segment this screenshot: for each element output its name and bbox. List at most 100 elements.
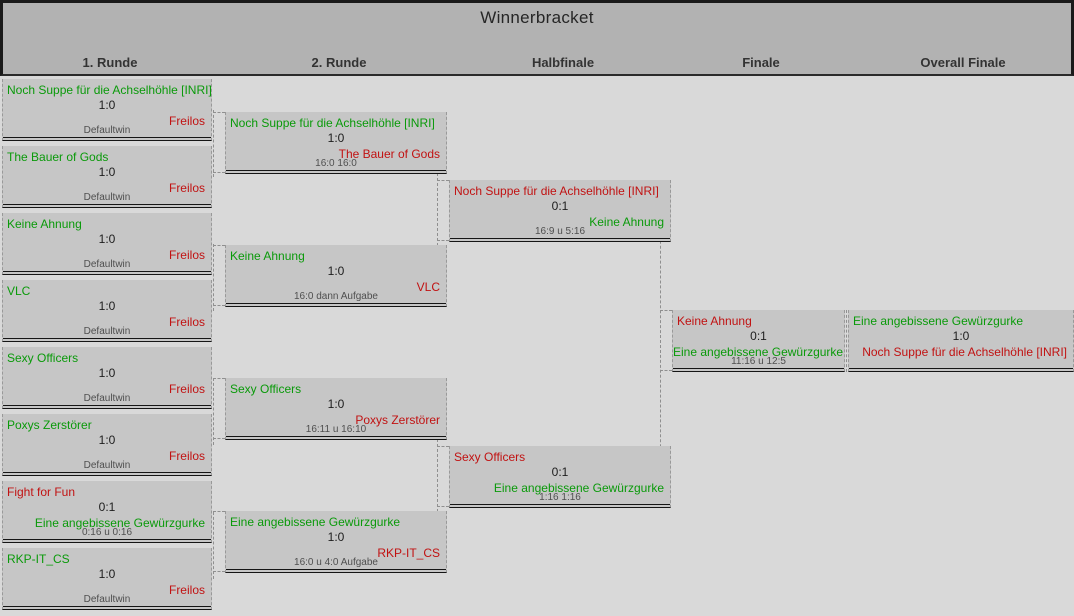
team-name[interactable]: Eine angebissene Gewürzgurke bbox=[673, 345, 844, 359]
team-name[interactable]: VLC bbox=[7, 284, 31, 298]
team-name[interactable]: Poxys Zerstörer bbox=[355, 413, 440, 427]
match-box: Noch Suppe für die Achselhöhle [INRI] 0:1… bbox=[449, 180, 671, 242]
connector-line bbox=[213, 305, 225, 306]
connector-line bbox=[437, 180, 449, 181]
team-name[interactable]: Keine Ahnung bbox=[7, 217, 82, 231]
connector-line bbox=[660, 310, 672, 311]
team-name[interactable]: Fight for Fun bbox=[7, 485, 76, 499]
match-score: 1:0 bbox=[952, 329, 970, 343]
match-score: 1:0 bbox=[98, 165, 116, 179]
connector-line bbox=[213, 571, 225, 572]
match-box: Noch Suppe für die Achselhöhle [INRI] 1:0… bbox=[2, 79, 212, 141]
team-name[interactable]: Noch Suppe für die Achselhöhle [INRI] bbox=[7, 83, 211, 97]
team-name[interactable]: Freilos bbox=[168, 114, 205, 128]
team-name[interactable]: The Bauer of Gods bbox=[338, 147, 440, 161]
connector-line bbox=[213, 378, 214, 445]
connector-line bbox=[437, 446, 449, 447]
team-name[interactable]: Poxys Zerstörer bbox=[7, 418, 92, 432]
team-name[interactable]: Noch Suppe für die Achselhöhle [INRI] bbox=[230, 116, 435, 130]
match-score: 1:0 bbox=[327, 397, 345, 411]
match-box: Poxys Zerstörer 1:0 Freilos Defaultwin bbox=[2, 414, 212, 476]
team-name[interactable]: Keine Ahnung bbox=[589, 215, 664, 229]
match-note: 11:16 u 12:5 bbox=[673, 355, 844, 369]
connector-line bbox=[213, 110, 214, 177]
column-header: Overall Finale bbox=[920, 55, 1006, 70]
team-name[interactable]: Noch Suppe für die Achselhöhle [INRI] bbox=[454, 184, 659, 198]
match-box: VLC 1:0 Freilos Defaultwin bbox=[2, 280, 212, 342]
team-name[interactable]: Eine angebissene Gewürzgurke bbox=[853, 314, 1024, 328]
bracket-header: Winnerbracket 1. Runde 2. Runde Halbfinale… bbox=[0, 0, 1074, 76]
match-score: 0:1 bbox=[551, 465, 569, 479]
team-name[interactable]: VLC bbox=[416, 280, 440, 294]
team-name[interactable]: Sexy Officers bbox=[7, 351, 79, 365]
team-name[interactable]: Eine angebissene Gewürzgurke bbox=[34, 516, 205, 530]
connector-line bbox=[213, 378, 225, 379]
match-note: Defaultwin bbox=[3, 593, 211, 607]
match-score: 1:0 bbox=[327, 530, 345, 544]
match-note: Defaultwin bbox=[3, 124, 211, 138]
match-note: 16:0 dann Aufgabe bbox=[226, 290, 446, 304]
team-name[interactable]: Sexy Officers bbox=[454, 450, 526, 464]
team-name[interactable]: The Bauer of Gods bbox=[7, 150, 109, 164]
match-note: 1:16 1:16 bbox=[450, 491, 670, 505]
connector-line bbox=[213, 512, 214, 579]
connector-line bbox=[213, 244, 214, 311]
match-score: 0:1 bbox=[98, 500, 116, 514]
team-name[interactable]: Freilos bbox=[168, 449, 205, 463]
connector-line bbox=[437, 240, 449, 241]
connector-line bbox=[437, 409, 438, 542]
match-box: Fight for Fun 0:1 Eine angebissene Gewürzg… bbox=[2, 481, 212, 543]
match-score: 1:0 bbox=[98, 366, 116, 380]
match-box: Eine angebissene Gewürzgurke 1:0 Noch Supp… bbox=[848, 310, 1074, 372]
team-name[interactable]: Freilos bbox=[168, 315, 205, 329]
match-box: The Bauer of Gods 1:0 Freilos Defaultwin bbox=[2, 146, 212, 208]
match-score: 1:0 bbox=[98, 567, 116, 581]
match-box: Keine Ahnung 0:1 Eine angebissene Gewürzgu… bbox=[672, 310, 845, 372]
match-note: 16:11 u 16:10 bbox=[226, 423, 446, 437]
connector-line bbox=[660, 370, 672, 371]
column-header: Halbfinale bbox=[531, 55, 595, 70]
connector-line bbox=[846, 310, 847, 372]
team-name[interactable]: Freilos bbox=[168, 583, 205, 597]
column-header: 1. Runde bbox=[82, 55, 138, 70]
team-name[interactable]: Freilos bbox=[168, 382, 205, 396]
match-note: Defaultwin bbox=[3, 191, 211, 205]
match-score: 1:0 bbox=[327, 131, 345, 145]
match-score: 0:1 bbox=[750, 329, 767, 343]
match-note: Defaultwin bbox=[3, 392, 211, 406]
column-header: Finale bbox=[742, 55, 780, 70]
connector-line bbox=[213, 172, 225, 173]
connector-line bbox=[437, 143, 438, 276]
match-score: 1:0 bbox=[327, 264, 345, 278]
match-note: 16:0 16:0 bbox=[226, 157, 446, 171]
match-box: Keine Ahnung 1:0 Freilos Defaultwin bbox=[2, 213, 212, 275]
team-name[interactable]: Eine angebissene Gewürzgurke bbox=[493, 481, 664, 495]
team-name[interactable]: Freilos bbox=[168, 248, 205, 262]
team-name[interactable]: Noch Suppe für die Achselhöhle [INRI] bbox=[862, 345, 1067, 359]
match-score: 1:0 bbox=[98, 232, 116, 246]
team-name[interactable]: Eine angebissene Gewürzgurke bbox=[230, 515, 401, 529]
match-note: 16:9 u 5:16 bbox=[450, 225, 670, 239]
match-score: 1:0 bbox=[98, 433, 116, 447]
match-note: Defaultwin bbox=[3, 459, 211, 473]
match-note: 16:0 u 4:0 Aufgabe bbox=[226, 556, 446, 570]
connector-line bbox=[213, 511, 225, 512]
match-note: Defaultwin bbox=[3, 258, 211, 272]
connector-line bbox=[437, 506, 449, 507]
team-name[interactable]: RKP-IT_CS bbox=[7, 552, 70, 566]
team-name[interactable]: Freilos bbox=[168, 181, 205, 195]
team-name[interactable]: RKP-IT_CS bbox=[377, 546, 440, 560]
connector-line bbox=[213, 112, 225, 113]
match-box: Sexy Officers 1:0 Poxys Zerstörer 16:11 u 1… bbox=[225, 378, 447, 440]
team-name[interactable]: Sexy Officers bbox=[230, 382, 302, 396]
connector-line bbox=[213, 438, 225, 439]
bracket-title: Winnerbracket bbox=[480, 8, 594, 27]
match-box: Keine Ahnung 1:0 VLC 16:0 dann Aufgabe bbox=[225, 245, 447, 307]
team-name[interactable]: Keine Ahnung bbox=[230, 249, 305, 263]
match-box: Noch Suppe für die Achselhöhle [INRI] 1:0… bbox=[225, 112, 447, 174]
match-box: Eine angebissene Gewürzgurke 1:0 RKP-IT_CS… bbox=[225, 511, 447, 573]
team-name[interactable]: Keine Ahnung bbox=[677, 314, 752, 328]
match-score: 1:0 bbox=[98, 98, 116, 112]
match-score: 1:0 bbox=[98, 299, 116, 313]
